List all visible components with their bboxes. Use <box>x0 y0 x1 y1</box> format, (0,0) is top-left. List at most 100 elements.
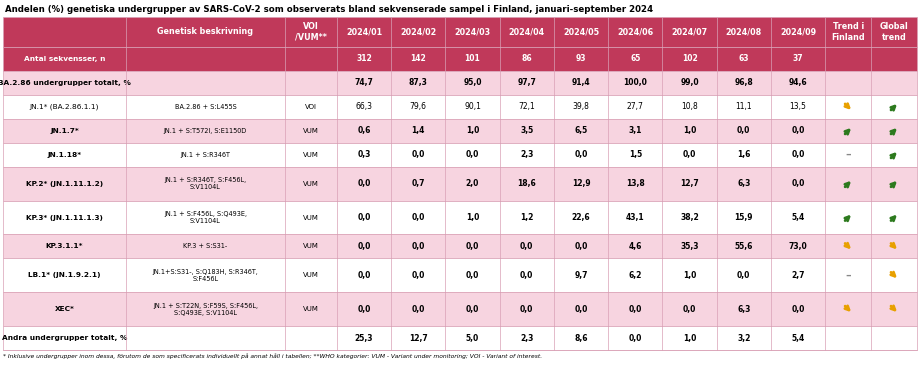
Text: 0,0: 0,0 <box>465 305 479 314</box>
Text: 2024/05: 2024/05 <box>562 28 598 37</box>
Text: KP.2* (JN.1.11.1.2): KP.2* (JN.1.11.1.2) <box>26 181 103 187</box>
Text: 12,9: 12,9 <box>571 179 590 188</box>
Text: 87,3: 87,3 <box>408 79 427 88</box>
Text: VOI: VOI <box>304 104 316 110</box>
Text: 22,6: 22,6 <box>571 213 590 222</box>
Text: 65: 65 <box>630 55 640 64</box>
Text: 91,4: 91,4 <box>571 79 590 88</box>
Text: 74,7: 74,7 <box>354 79 373 88</box>
Text: 0,0: 0,0 <box>357 242 370 251</box>
Text: 5,4: 5,4 <box>790 334 804 343</box>
Text: 1,0: 1,0 <box>465 126 479 135</box>
Text: 0,0: 0,0 <box>682 305 696 314</box>
Text: VUM: VUM <box>302 306 318 312</box>
Text: 73,0: 73,0 <box>788 242 807 251</box>
Text: VUM: VUM <box>302 152 318 158</box>
Text: VOI
/VUM**: VOI /VUM** <box>294 22 326 42</box>
Text: 39,8: 39,8 <box>572 102 589 111</box>
Text: VUM: VUM <box>302 128 318 134</box>
Text: 0,0: 0,0 <box>357 271 370 280</box>
Text: 0,0: 0,0 <box>411 150 425 159</box>
Text: 0,0: 0,0 <box>573 305 587 314</box>
Text: 27,7: 27,7 <box>626 102 643 111</box>
Text: 13,5: 13,5 <box>789 102 806 111</box>
Text: VUM: VUM <box>302 243 318 249</box>
Text: KP.3 + S:S31-: KP.3 + S:S31- <box>183 243 227 249</box>
Text: 2,0: 2,0 <box>465 179 479 188</box>
Text: LB.1* (JN.1.9.2.1): LB.1* (JN.1.9.2.1) <box>28 272 101 278</box>
Text: VUM: VUM <box>302 215 318 221</box>
Text: 0,0: 0,0 <box>682 150 696 159</box>
Text: JN.1 + S:T572I, S:E1150D: JN.1 + S:T572I, S:E1150D <box>164 128 247 134</box>
Text: 0,0: 0,0 <box>628 305 641 314</box>
Text: 0,0: 0,0 <box>628 334 641 343</box>
Text: 1,0: 1,0 <box>682 271 696 280</box>
Text: 9,7: 9,7 <box>573 271 587 280</box>
Text: 142: 142 <box>410 55 425 64</box>
Text: 0,0: 0,0 <box>357 305 370 314</box>
Text: 102: 102 <box>681 55 697 64</box>
Text: XEC*: XEC* <box>54 306 74 312</box>
Text: 63: 63 <box>738 55 748 64</box>
Text: 94,6: 94,6 <box>788 79 807 88</box>
Text: 2,3: 2,3 <box>519 150 533 159</box>
Text: VUM: VUM <box>302 272 318 278</box>
Text: 312: 312 <box>356 55 371 64</box>
Text: KP.3* (JN.1.11.1.3): KP.3* (JN.1.11.1.3) <box>26 215 103 221</box>
Text: 90,1: 90,1 <box>463 102 481 111</box>
Text: 15,9: 15,9 <box>733 213 753 222</box>
Text: 1,0: 1,0 <box>682 126 696 135</box>
Text: 0,0: 0,0 <box>736 126 750 135</box>
Text: 0,0: 0,0 <box>790 305 804 314</box>
Text: 101: 101 <box>464 55 480 64</box>
Text: JN.1 + S:R346T, S:F456L,
S:V1104L: JN.1 + S:R346T, S:F456L, S:V1104L <box>165 177 246 190</box>
Text: 0,0: 0,0 <box>573 150 587 159</box>
Text: 0,0: 0,0 <box>411 305 425 314</box>
Text: 0,0: 0,0 <box>790 126 804 135</box>
Text: 12,7: 12,7 <box>408 334 427 343</box>
Text: 72,1: 72,1 <box>517 102 535 111</box>
Text: 0,0: 0,0 <box>465 242 479 251</box>
Text: 35,3: 35,3 <box>679 242 698 251</box>
Text: KP.3.1.1*: KP.3.1.1* <box>46 243 84 249</box>
Text: 6,5: 6,5 <box>573 126 587 135</box>
Text: 93: 93 <box>575 55 585 64</box>
Text: 0,0: 0,0 <box>465 271 479 280</box>
Text: JN.1* (BA.2.86.1.1): JN.1* (BA.2.86.1.1) <box>29 104 99 110</box>
Text: 86: 86 <box>521 55 531 64</box>
Text: 5,4: 5,4 <box>790 213 804 222</box>
Text: JN.1.7*: JN.1.7* <box>51 128 79 134</box>
Text: 2,3: 2,3 <box>519 334 533 343</box>
Text: 2024/07: 2024/07 <box>671 28 707 37</box>
Text: JN.1 + S:F456L, S:Q493E,
S:V1104L: JN.1 + S:F456L, S:Q493E, S:V1104L <box>164 211 246 224</box>
Text: 0,7: 0,7 <box>411 179 425 188</box>
Text: 8,6: 8,6 <box>573 334 587 343</box>
Text: 1,6: 1,6 <box>736 150 750 159</box>
Text: JN.1.18*: JN.1.18* <box>48 152 82 158</box>
Text: 79,6: 79,6 <box>409 102 426 111</box>
Text: 6,2: 6,2 <box>628 271 641 280</box>
Text: 43,1: 43,1 <box>625 213 644 222</box>
Text: 55,6: 55,6 <box>733 242 752 251</box>
Text: 3,2: 3,2 <box>736 334 750 343</box>
Text: –: – <box>845 270 850 280</box>
Text: 3,1: 3,1 <box>628 126 641 135</box>
Text: 2,7: 2,7 <box>790 271 804 280</box>
Text: 11,1: 11,1 <box>734 102 752 111</box>
Text: 2024/09: 2024/09 <box>779 28 815 37</box>
Text: 96,8: 96,8 <box>733 79 753 88</box>
Text: 0,0: 0,0 <box>790 150 804 159</box>
Text: 1,0: 1,0 <box>682 334 696 343</box>
Text: 0,0: 0,0 <box>411 242 425 251</box>
Text: 0,0: 0,0 <box>411 213 425 222</box>
Text: 2024/06: 2024/06 <box>617 28 652 37</box>
Text: Andra undergrupper totalt, %: Andra undergrupper totalt, % <box>2 335 127 341</box>
Text: 0,0: 0,0 <box>573 242 587 251</box>
Text: 10,8: 10,8 <box>680 102 698 111</box>
Text: JN.1 + S:T22N, S:F59S, S:F456L,
S:Q493E, S:V1104L: JN.1 + S:T22N, S:F59S, S:F456L, S:Q493E,… <box>153 303 257 316</box>
Text: 0,3: 0,3 <box>357 150 370 159</box>
Text: 18,6: 18,6 <box>516 179 536 188</box>
Text: 2024/02: 2024/02 <box>400 28 436 37</box>
Text: 2024/01: 2024/01 <box>346 28 381 37</box>
Text: 2024/08: 2024/08 <box>725 28 761 37</box>
